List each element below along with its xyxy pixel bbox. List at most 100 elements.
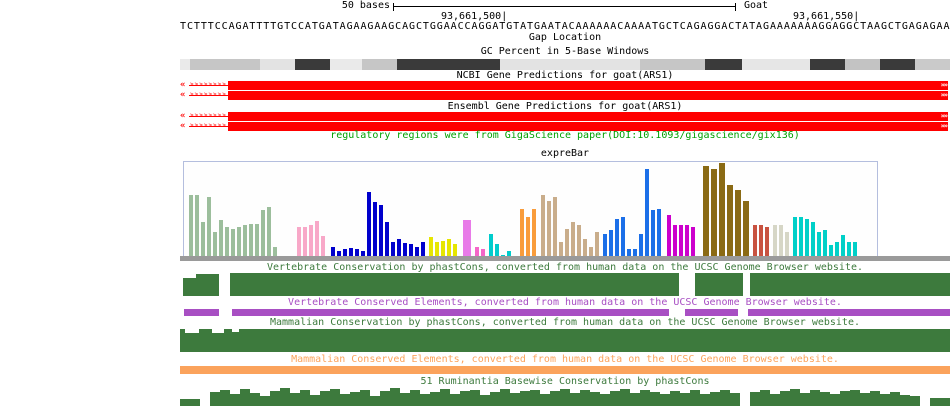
- bar[interactable]: [385, 222, 389, 257]
- bar[interactable]: [219, 220, 223, 257]
- bar[interactable]: [553, 197, 557, 257]
- exon-box[interactable]: »»: [228, 112, 948, 121]
- dna-sequence[interactable]: TCTTTCCAGATTTTGTCCATGATAGAAGAAGCAGCTGGAA…: [180, 22, 950, 32]
- bar[interactable]: [441, 241, 445, 257]
- bar[interactable]: [481, 249, 485, 257]
- bar[interactable]: [759, 225, 763, 257]
- bar[interactable]: [267, 207, 271, 257]
- bar[interactable]: [435, 242, 439, 257]
- bar[interactable]: [799, 217, 803, 257]
- bar[interactable]: [207, 197, 211, 257]
- bar[interactable]: [765, 227, 769, 257]
- bar[interactable]: [645, 169, 649, 257]
- ruminantia-conservation-track[interactable]: [180, 388, 950, 406]
- bar[interactable]: [627, 249, 631, 257]
- bar[interactable]: [429, 237, 433, 257]
- bar[interactable]: [571, 222, 575, 257]
- bar[interactable]: [475, 247, 479, 257]
- bar[interactable]: [421, 242, 425, 257]
- bar[interactable]: [805, 219, 809, 257]
- bar[interactable]: [667, 215, 671, 257]
- bar[interactable]: [639, 234, 643, 257]
- bar[interactable]: [685, 225, 689, 257]
- bar[interactable]: [853, 242, 857, 257]
- exon-box[interactable]: »»: [228, 122, 948, 131]
- bar[interactable]: [565, 229, 569, 257]
- exon-box[interactable]: »»: [228, 81, 948, 90]
- gene-row[interactable]: « >>>>>>>> »»: [180, 80, 950, 90]
- gene-row[interactable]: « >>>>>>>> »»: [180, 121, 950, 131]
- bar[interactable]: [309, 225, 313, 257]
- gc-percent-track[interactable]: [180, 59, 950, 70]
- bar[interactable]: [847, 242, 851, 257]
- bar[interactable]: [367, 192, 371, 257]
- bar[interactable]: [520, 209, 524, 257]
- bar[interactable]: [779, 225, 783, 257]
- bar[interactable]: [337, 251, 341, 257]
- bar[interactable]: [719, 163, 725, 257]
- bar[interactable]: [189, 195, 193, 257]
- bar[interactable]: [213, 232, 217, 257]
- exprebar-chart[interactable]: [183, 161, 878, 257]
- bar[interactable]: [547, 201, 551, 257]
- mammalian-conservation-track[interactable]: [180, 329, 950, 352]
- bar[interactable]: [541, 195, 545, 257]
- bar[interactable]: [237, 227, 241, 257]
- bar[interactable]: [773, 225, 777, 257]
- bar[interactable]: [391, 242, 395, 257]
- bar[interactable]: [603, 234, 607, 257]
- bar[interactable]: [679, 225, 683, 257]
- bar[interactable]: [735, 190, 741, 257]
- bar[interactable]: [297, 227, 301, 257]
- vertebrate-elements-track[interactable]: [180, 309, 950, 316]
- bar[interactable]: [615, 219, 619, 257]
- bar[interactable]: [249, 224, 253, 257]
- bar[interactable]: [727, 185, 733, 257]
- bar[interactable]: [379, 205, 383, 257]
- bar[interactable]: [321, 236, 325, 257]
- bar[interactable]: [691, 227, 695, 257]
- bar[interactable]: [621, 217, 625, 257]
- bar[interactable]: [559, 242, 563, 257]
- bar[interactable]: [711, 169, 717, 257]
- bar[interactable]: [651, 210, 655, 257]
- bar[interactable]: [841, 235, 845, 257]
- bar[interactable]: [532, 209, 536, 257]
- bar[interactable]: [361, 251, 365, 257]
- bar[interactable]: [577, 225, 581, 257]
- bar[interactable]: [409, 244, 413, 257]
- vertebrate-conservation-track[interactable]: [180, 273, 950, 296]
- bar[interactable]: [595, 232, 599, 257]
- bar[interactable]: [673, 225, 677, 257]
- bar[interactable]: [273, 247, 277, 257]
- bar[interactable]: [447, 239, 451, 257]
- bar[interactable]: [231, 229, 235, 257]
- bar[interactable]: [703, 166, 709, 257]
- bar[interactable]: [463, 220, 471, 257]
- bar[interactable]: [489, 234, 493, 257]
- bar[interactable]: [633, 249, 637, 257]
- mammalian-elements-track[interactable]: [180, 366, 950, 374]
- bar[interactable]: [829, 245, 833, 257]
- gene-row[interactable]: « >>>>>>>> »»: [180, 111, 950, 121]
- bar[interactable]: [397, 239, 401, 257]
- bar[interactable]: [255, 224, 259, 257]
- bar[interactable]: [743, 201, 749, 257]
- exon-box[interactable]: »»: [228, 91, 948, 100]
- bar[interactable]: [373, 202, 377, 257]
- bar[interactable]: [526, 217, 530, 257]
- bar[interactable]: [355, 249, 359, 257]
- bar[interactable]: [261, 210, 265, 257]
- bar[interactable]: [403, 243, 407, 257]
- bar[interactable]: [811, 222, 815, 257]
- bar[interactable]: [793, 217, 797, 257]
- bar[interactable]: [785, 232, 789, 257]
- bar[interactable]: [331, 247, 335, 257]
- bar[interactable]: [589, 247, 593, 257]
- bar[interactable]: [303, 227, 307, 257]
- bar[interactable]: [753, 225, 757, 257]
- bar[interactable]: [495, 244, 499, 257]
- bar[interactable]: [225, 227, 229, 257]
- bar[interactable]: [657, 209, 661, 257]
- bar[interactable]: [195, 195, 199, 257]
